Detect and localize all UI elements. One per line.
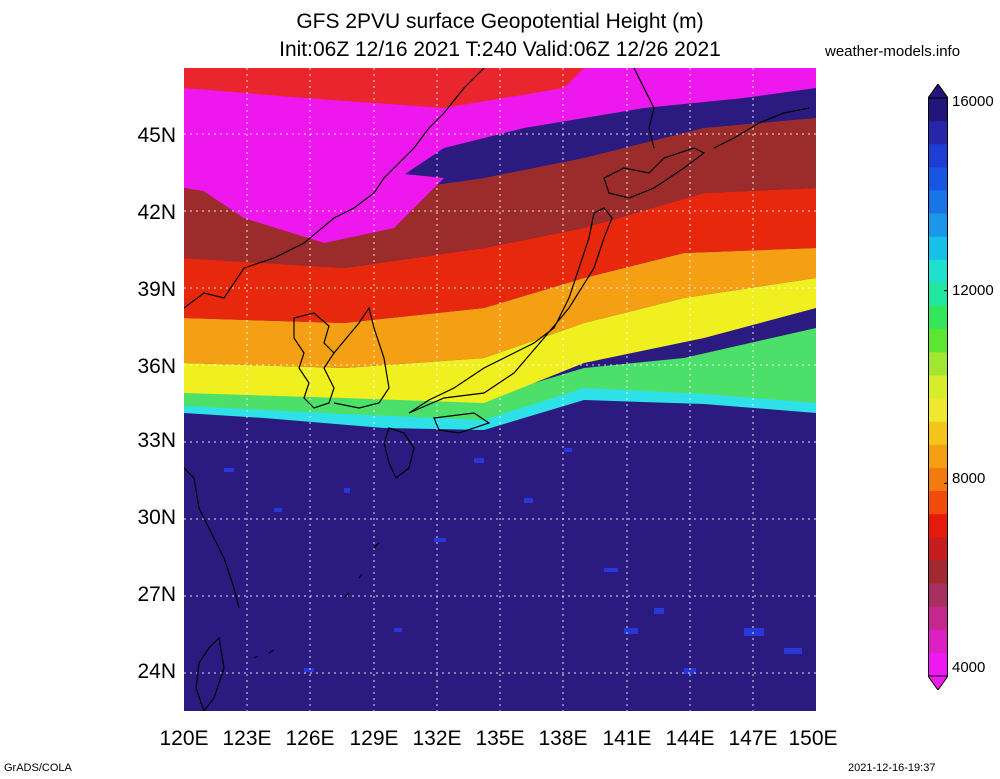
colorbar-swatch (928, 560, 948, 585)
colorbar-swatch (928, 491, 948, 515)
coast-japan-honshu (408, 207, 613, 414)
colorbar-swatch (928, 190, 948, 215)
coast-taiwan (195, 636, 225, 711)
colorbar-swatch (928, 213, 948, 238)
colorbar-swatch (928, 606, 948, 631)
lat-label-45n: 45N (137, 124, 176, 147)
colorbar-swatch (928, 583, 948, 608)
colorbar-swatch (928, 444, 948, 469)
colorbar-top-arrow (927, 83, 949, 99)
colorbar-label-4000: 4000 (952, 659, 986, 676)
colorbar-outline (928, 97, 948, 677)
lat-label-42n: 42N (137, 201, 176, 224)
lon-label-144e: 144E (665, 727, 715, 750)
coast-china-south (184, 467, 240, 609)
coast-china-korea (184, 68, 485, 309)
colorbar-label-12000: 12000 (952, 282, 994, 299)
coast-sakhalin (633, 68, 655, 149)
lat-label-24n: 24N (137, 660, 176, 683)
colorbar-label-8000: 8000 (952, 470, 986, 487)
map-title: GFS 2PVU surface Geopotential Height (m) (296, 10, 704, 33)
colorbar-swatch (928, 121, 948, 145)
colorbar-swatch (928, 398, 948, 423)
lat-label-36n: 36N (137, 355, 176, 378)
colorbar-swatch (928, 306, 948, 330)
map-subtitle: Init:06Z 12/16 2021 T:240 Valid:06Z 12/2… (279, 38, 721, 61)
footer-timestamp: 2021-12-16-19:37 (848, 762, 936, 774)
lon-label-120e: 120E (159, 727, 209, 750)
lon-label-138e: 138E (538, 727, 588, 750)
lon-label-141e: 141E (602, 727, 652, 750)
footer-grads: GrADS/COLA (4, 762, 72, 774)
colorbar-swatch (928, 421, 948, 446)
colorbar-swatch (928, 329, 948, 353)
band-yellow (184, 278, 816, 403)
coast-japan-shikoku (433, 412, 491, 434)
band-red-top (184, 68, 584, 108)
colorbar-swatch (928, 98, 948, 122)
coast-japan-kyushu (383, 427, 415, 479)
lat-label-30n: 30N (137, 506, 176, 529)
lon-label-147e: 147E (728, 727, 778, 750)
lat-label-33n: 33N (137, 429, 176, 452)
map-canvas (184, 68, 816, 711)
colorbar-swatch (928, 259, 948, 284)
lon-label-126e: 126E (285, 727, 335, 750)
colorbar-swatch (928, 236, 948, 261)
colorbar-swatch (928, 537, 948, 561)
coast-korea-east (333, 306, 390, 409)
lon-label-150e: 150E (788, 727, 838, 750)
gridlines (184, 68, 816, 711)
coast-japan-hokkaido (603, 147, 706, 199)
lat-label-39n: 39N (137, 278, 176, 301)
lon-label-129e: 129E (349, 727, 399, 750)
coastlines (184, 68, 810, 711)
site-credit: weather-models.info (825, 43, 961, 60)
lon-label-135e: 135E (475, 727, 525, 750)
blue-speckles (224, 448, 802, 674)
lat-label-27n: 27N (137, 583, 176, 606)
colorbar-swatch (928, 282, 948, 307)
colorbar-swatch (928, 652, 948, 677)
colorbar-bottom-arrow (927, 675, 949, 691)
coast-korea-peninsula (293, 312, 335, 409)
colorbar-swatch (928, 352, 948, 376)
lon-label-123e: 123E (222, 727, 272, 750)
band-magenta-west (184, 148, 444, 243)
colorbar-swatch (928, 467, 948, 492)
colorbar-swatch (928, 629, 948, 654)
colorbar-svg (927, 83, 952, 691)
lon-label-132e: 132E (412, 727, 462, 750)
coast-ryukyu (253, 542, 380, 659)
map-panel (184, 68, 816, 711)
coast-kurils (713, 107, 810, 149)
colorbar-swatch (928, 167, 948, 191)
colorbar-swatch (928, 144, 948, 168)
colorbar-label-16000: 16000 (952, 93, 994, 110)
colorbar-swatch (928, 375, 948, 400)
colorbar-swatch (928, 514, 948, 538)
colorbar (927, 83, 952, 695)
